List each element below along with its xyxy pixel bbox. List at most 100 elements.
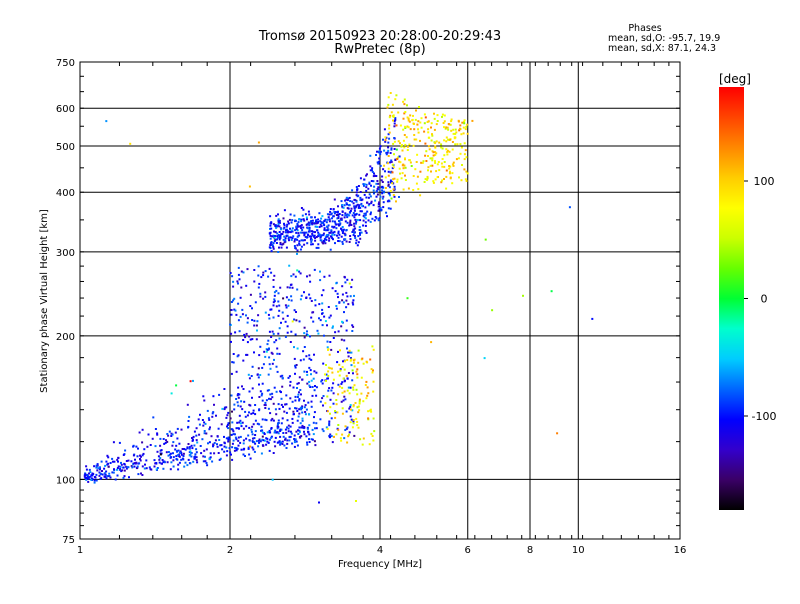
data-point bbox=[311, 232, 314, 235]
data-point bbox=[287, 231, 290, 234]
data-point bbox=[273, 294, 276, 297]
data-point bbox=[266, 431, 269, 434]
data-point bbox=[364, 221, 367, 224]
data-point bbox=[448, 165, 451, 167]
x-tick-label: 10 bbox=[572, 545, 585, 556]
data-point bbox=[300, 227, 303, 230]
data-point bbox=[329, 406, 332, 409]
data-point bbox=[130, 465, 133, 468]
data-point bbox=[346, 347, 348, 350]
data-point bbox=[349, 421, 352, 424]
data-point bbox=[96, 463, 99, 466]
data-point bbox=[302, 350, 305, 353]
data-point bbox=[340, 325, 343, 328]
data-point bbox=[373, 192, 375, 195]
data-point bbox=[372, 204, 375, 207]
data-point bbox=[128, 476, 130, 479]
data-point bbox=[431, 164, 434, 167]
data-point bbox=[404, 157, 406, 160]
data-point bbox=[271, 330, 274, 333]
data-point bbox=[345, 291, 348, 294]
data-point bbox=[381, 192, 384, 195]
data-point bbox=[346, 377, 349, 380]
data-point bbox=[251, 387, 254, 390]
data-point bbox=[376, 193, 379, 196]
data-point bbox=[341, 210, 344, 213]
data-point bbox=[440, 146, 443, 149]
data-point bbox=[460, 133, 463, 136]
data-point bbox=[415, 109, 417, 112]
data-point bbox=[310, 300, 313, 302]
data-point bbox=[277, 422, 279, 425]
data-point bbox=[296, 249, 299, 252]
data-point bbox=[387, 207, 390, 210]
data-point bbox=[294, 275, 297, 278]
data-point bbox=[362, 215, 365, 217]
data-point bbox=[320, 380, 323, 383]
data-point bbox=[407, 117, 410, 120]
data-point bbox=[297, 429, 299, 432]
data-point bbox=[373, 185, 376, 188]
data-point bbox=[303, 336, 306, 339]
data-point bbox=[332, 231, 335, 234]
data-point bbox=[159, 453, 162, 456]
data-point bbox=[155, 468, 158, 471]
data-point bbox=[314, 237, 317, 239]
data-point bbox=[299, 298, 302, 301]
data-point bbox=[308, 441, 311, 443]
data-point bbox=[209, 452, 212, 455]
data-point bbox=[342, 377, 345, 380]
data-point bbox=[286, 286, 289, 289]
data-point bbox=[328, 422, 331, 425]
data-point bbox=[286, 442, 289, 445]
data-point bbox=[140, 455, 142, 458]
data-point bbox=[351, 369, 354, 372]
data-point bbox=[395, 148, 398, 151]
data-point bbox=[347, 197, 350, 200]
data-point bbox=[484, 238, 487, 241]
data-point bbox=[350, 418, 353, 421]
data-point bbox=[275, 214, 278, 217]
data-point bbox=[241, 421, 244, 424]
data-point bbox=[430, 341, 433, 344]
data-point bbox=[568, 206, 571, 209]
data-point bbox=[273, 358, 275, 361]
data-point bbox=[342, 301, 345, 304]
data-point bbox=[386, 200, 389, 203]
data-point bbox=[263, 433, 266, 435]
data-point bbox=[387, 103, 390, 106]
data-point bbox=[328, 218, 331, 221]
data-point bbox=[367, 219, 370, 222]
data-point bbox=[359, 237, 362, 240]
data-point bbox=[426, 178, 429, 181]
data-point bbox=[351, 324, 354, 327]
data-point bbox=[172, 459, 175, 462]
data-point bbox=[306, 443, 309, 446]
data-point bbox=[137, 447, 139, 450]
data-point bbox=[332, 325, 334, 328]
data-point bbox=[320, 217, 323, 220]
data-point bbox=[363, 178, 366, 181]
data-point bbox=[273, 431, 276, 434]
data-point bbox=[443, 126, 445, 129]
data-point bbox=[334, 290, 337, 293]
data-point bbox=[250, 430, 253, 433]
data-point bbox=[154, 445, 157, 448]
data-point bbox=[271, 244, 274, 246]
data-point bbox=[349, 219, 352, 222]
data-point bbox=[176, 437, 179, 440]
data-point bbox=[257, 367, 260, 370]
x-tick-label: 8 bbox=[527, 545, 533, 556]
data-point bbox=[280, 397, 283, 400]
data-point bbox=[339, 369, 342, 372]
data-point bbox=[441, 147, 444, 150]
data-point bbox=[155, 462, 158, 464]
data-point bbox=[399, 124, 402, 127]
data-point bbox=[326, 218, 329, 221]
data-point bbox=[311, 386, 314, 388]
data-point bbox=[277, 218, 280, 221]
data-point bbox=[296, 288, 299, 291]
data-point bbox=[287, 424, 290, 427]
data-point bbox=[337, 350, 339, 353]
